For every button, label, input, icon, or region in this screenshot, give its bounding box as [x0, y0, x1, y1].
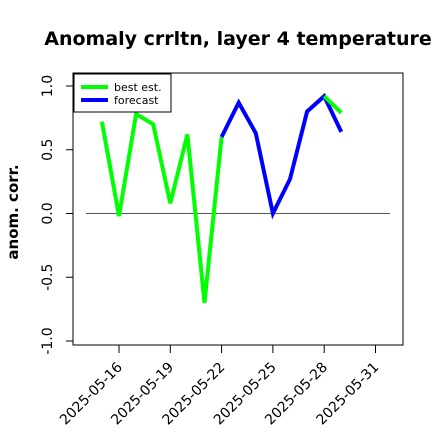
series-line-2	[322, 94, 343, 115]
y-tick-label: 1.0	[40, 75, 56, 97]
plot-frame	[72, 72, 404, 346]
x-axis: 2025-05-162025-05-192025-05-222025-05-25…	[57, 345, 382, 428]
legend-label: best est.	[114, 81, 162, 94]
y-tick-label: -0.5	[40, 264, 56, 291]
y-tick-label: 0.0	[40, 202, 56, 224]
y-axis-label: anom. corr.	[4, 164, 22, 259]
chart-title: Anomaly crrltn, layer 4 temperature	[44, 28, 432, 50]
legend: best est.forecast	[73, 73, 172, 113]
y-tick-label: -1.0	[40, 327, 56, 354]
legend-label: forecast	[114, 94, 159, 107]
series-line-0	[99, 110, 224, 304]
y-tick-label: 0.5	[40, 139, 56, 161]
y-axis: -1.0 -0.5 0.0 0.5 1.0	[40, 75, 74, 355]
series-line-1	[219, 92, 344, 220]
legend-box	[73, 73, 172, 113]
series-layer	[99, 92, 344, 304]
